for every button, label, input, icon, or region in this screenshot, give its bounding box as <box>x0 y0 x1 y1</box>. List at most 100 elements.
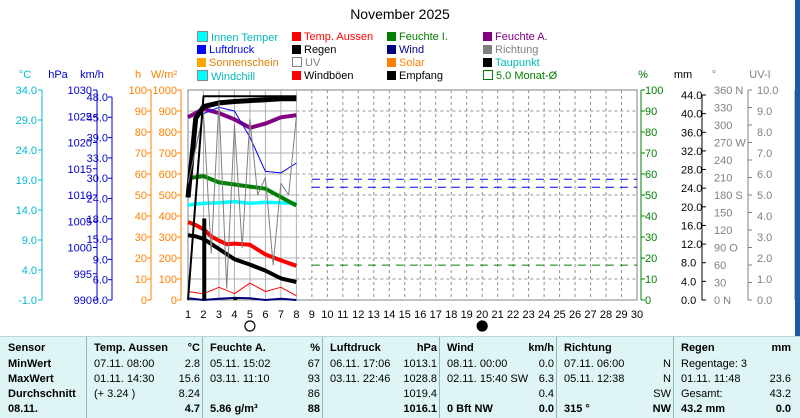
pressure-axis-tick-label: 1025 <box>68 111 92 123</box>
humidity-axis-tick-label: 40 <box>645 211 657 223</box>
legend-item[interactable]: Richtung <box>483 44 538 57</box>
x-tick-label: 22 <box>507 309 519 321</box>
solar-axis-tick-label: 300 <box>159 232 177 244</box>
stats-value: 1019.4 <box>403 388 437 400</box>
legend-item[interactable]: Empfang <box>387 70 443 83</box>
stats-label: 05.11. 12:38 <box>564 373 625 385</box>
stats-column: Richtung 07.11. 06:00 N 05.11. 12:38 N SW 315 … <box>560 341 675 418</box>
stats-label: Wind <box>447 342 474 354</box>
stats-row: 1019.4 <box>330 387 437 402</box>
stats-label: MaxWert <box>8 373 54 385</box>
uv-axis-tick-label: 7.0 <box>757 148 772 160</box>
direction-axis-tick-label: 0 N <box>714 295 731 307</box>
wind-axis-tick-label: 15.0 <box>87 234 108 246</box>
stats-value: N <box>663 358 671 370</box>
x-tick-label: 3 <box>216 309 222 321</box>
stats-label: 08.11. 00:00 <box>447 358 508 370</box>
legend-item[interactable]: Feuchte A. <box>483 31 548 44</box>
uv-axis-tick-label: 5.0 <box>757 190 772 202</box>
stats-row: Durchschnitt <box>8 387 84 402</box>
x-tick-label: 17 <box>430 309 442 321</box>
stats-separator <box>556 337 557 418</box>
direction-axis-tick-label: 330 <box>714 103 732 115</box>
stats-label: 02.11. 15:40 SW <box>447 373 529 385</box>
stats-label: 5.86 g/m³ <box>210 403 258 415</box>
stats-value: 23.6 <box>769 373 791 385</box>
x-tick-label: 1 <box>185 309 191 321</box>
humidity-axis-tick-label: 0 <box>645 295 651 307</box>
legend-label: 5.0 Monat-Ø <box>496 70 558 82</box>
stats-value: 0.0 <box>538 403 554 415</box>
stats-label: (+ 3.24 ) <box>94 388 136 400</box>
series-regen-line <box>185 96 297 198</box>
direction-axis-tick-label: 240 <box>714 155 732 167</box>
legend-label: UV <box>305 57 321 69</box>
direction-axis-tick-label: 360 N <box>714 85 743 97</box>
stats-value: 0.0 <box>538 358 554 370</box>
x-tick-label: 13 <box>368 309 380 321</box>
stats-separator <box>439 337 440 418</box>
legend-item[interactable]: Wind <box>387 44 424 57</box>
uv-axis-unit: UV-I <box>749 69 770 81</box>
x-tick-label: 30 <box>631 309 643 321</box>
legend-swatch <box>387 32 396 41</box>
legend-label: Taupunkt <box>495 57 540 69</box>
rain-axis-tick-label: 44.0 <box>681 90 702 102</box>
rain-axis-tick-label: 24.0 <box>681 183 702 195</box>
x-tick-label: 5 <box>247 309 253 321</box>
temp-axis-tick-label: 34.0 <box>16 85 37 97</box>
stats-row: 08.11. 00:00 0.0 <box>447 357 554 372</box>
x-tick-label: 16 <box>414 309 426 321</box>
stats-value: °C <box>187 342 200 354</box>
stats-value: 4.7 <box>184 403 200 415</box>
solar-axis-tick-label: 900 <box>159 106 177 118</box>
x-tick-label: 18 <box>445 309 457 321</box>
stats-value: 86 <box>307 388 320 400</box>
pressure-axis-tick-label: 1010 <box>68 190 92 202</box>
uv-axis-tick-label: 3.0 <box>757 232 772 244</box>
stats-label: Durchschnitt <box>8 388 76 400</box>
legend-item[interactable]: Regen <box>292 44 336 57</box>
stats-value: 67 <box>307 358 320 370</box>
sun-axis-tick-label: 90 <box>135 106 147 118</box>
legend-item[interactable]: Innen Temper <box>197 31 278 44</box>
stats-label: Sensor <box>8 342 46 354</box>
legend-item[interactable]: Taupunkt <box>483 57 540 70</box>
chart-axes: 1 2 3 4 5 6 7 8 9 10 11 12 13 14 15 16 17 18 19 20 21 22 23 24 2… <box>16 69 799 332</box>
legend-swatch <box>483 70 493 80</box>
stats-row: 08.11. <box>8 402 84 417</box>
legend-item[interactable]: Feuchte I. <box>387 31 448 44</box>
solar-axis-tick-label: 700 <box>159 148 177 160</box>
legend-label: Empfang <box>399 70 444 82</box>
legend-swatch <box>197 31 208 42</box>
temp-axis-tick-label: -1.0 <box>18 295 37 307</box>
legend-item[interactable]: Windchill <box>197 70 255 83</box>
legend-item[interactable]: 5.0 Monat-Ø <box>483 70 557 83</box>
sun-axis-tick-label: 100 <box>129 85 147 97</box>
solar-axis-tick-label: 600 <box>159 169 177 181</box>
x-tick-label: 27 <box>584 309 596 321</box>
direction-axis-tick-label: 30 <box>714 278 726 290</box>
legend-item[interactable]: Sonnenschein <box>197 57 279 70</box>
rain-axis-tick-label: 0.0 <box>681 295 696 307</box>
stats-row: 01.11. 14:30 15.6 <box>94 372 200 387</box>
stats-value: N <box>663 373 671 385</box>
legend-item[interactable]: Luftdruck <box>197 44 254 57</box>
direction-axis-tick-label: 90 O <box>714 243 738 255</box>
legend-item[interactable]: Windböen <box>292 70 354 83</box>
legend-item[interactable]: Temp. Aussen <box>292 31 373 44</box>
legend-item[interactable]: Solar <box>387 57 425 70</box>
stats-label: 0 Bft NW <box>447 403 493 415</box>
stats-column: Regen mm Regentage: 3 01.11. 11:48 23.6 Gesam… <box>677 341 795 418</box>
x-tick-label: 15 <box>399 309 411 321</box>
legend-item[interactable]: UV <box>292 57 320 70</box>
x-tick-label: 21 <box>492 309 504 321</box>
stats-separator <box>673 337 674 418</box>
stats-separator <box>202 337 203 418</box>
legend-swatch <box>387 45 396 54</box>
legend-swatch <box>197 58 206 67</box>
pressure-axis-tick-label: 1000 <box>68 243 92 255</box>
stats-value: km/h <box>528 342 554 354</box>
series-temp-aussen-line <box>187 220 298 268</box>
temp-axis-tick-label: 29.0 <box>16 115 37 127</box>
